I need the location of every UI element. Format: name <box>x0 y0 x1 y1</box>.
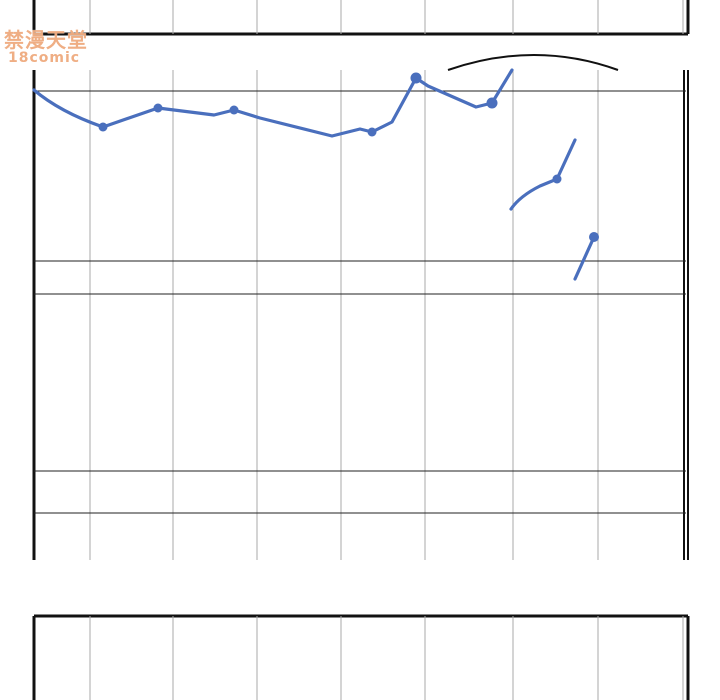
bottom-panel <box>32 614 690 700</box>
bubble-arc <box>447 54 619 71</box>
trend-points <box>98 72 599 242</box>
grid-horizontals <box>34 90 686 514</box>
top-panel <box>32 0 690 36</box>
grid-verticals <box>89 70 599 560</box>
middle-panel <box>32 54 689 560</box>
trend-line <box>32 68 596 281</box>
